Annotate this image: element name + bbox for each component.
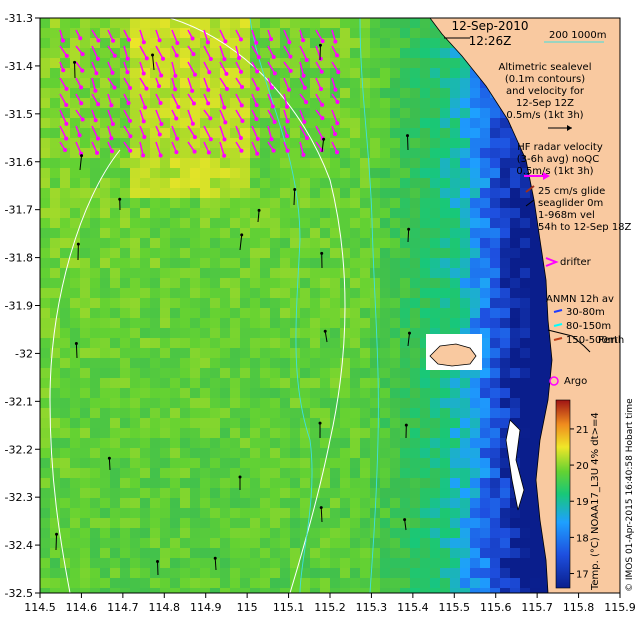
- colorbar-tick-label: 19: [576, 497, 589, 508]
- x-tick-label: 115.8: [563, 601, 595, 614]
- y-tick-label: -32.2: [5, 443, 33, 456]
- legend-alt-5: 0.5m/s (1kt 3h): [506, 110, 583, 121]
- legend-drifter: drifter: [545, 257, 592, 268]
- drifter-symbol: [545, 257, 559, 267]
- legend-anmn: ANMN 12h av 30-80m 80-150m 150-500m Pert…: [546, 294, 624, 346]
- city-label: Perth: [598, 335, 624, 346]
- y-tick-label: -31.9: [5, 300, 33, 313]
- y-tick-label: -31.4: [5, 60, 33, 73]
- plot-area: [40, 18, 620, 593]
- x-tick-label: 115.9: [604, 601, 636, 614]
- x-tick-label: 115.4: [397, 601, 429, 614]
- y-tick-label: -31.8: [5, 252, 33, 265]
- y-tick-label: -31.3: [5, 12, 33, 25]
- legend-hf-3: 0.5m/s (1kt 3h): [516, 166, 593, 177]
- colorbar-tick-label: 18: [576, 533, 589, 544]
- legend-alt-2: (0.1m contours): [505, 74, 585, 85]
- isobath-200m: [359, 18, 379, 593]
- legend-seaglider: 25 cm/s glide seaglider 0m 1-968m vel 54…: [525, 185, 632, 233]
- x-tick-label: 115.7: [521, 601, 553, 614]
- x-tick-label: 115.1: [273, 601, 305, 614]
- legend-hf-2: (3-6h avg) noQC: [517, 154, 600, 165]
- legend-hf-radar: HF radar velocity (3-6h avg) noQC 0.5m/s…: [516, 142, 603, 180]
- colorbar-tick-label: 17: [576, 570, 589, 581]
- x-tick-label: 114.8: [149, 601, 181, 614]
- colorbar-caption: Temp. (°C) NOAA17_L3U 4% dt>=4: [590, 412, 601, 591]
- legend-argo-label: Argo: [564, 376, 587, 387]
- colorbar: 17 18 19 20 21 Temp. (°C) NOAA17_L3U 4% dt>=…: [555, 399, 601, 591]
- y-axis: -31.3 -31.4 -31.5 -31.6 -31.7 -31.8 -31.9 -32 -3…: [5, 12, 40, 600]
- peel-inlet: [505, 419, 525, 511]
- y-tick-label: -31.6: [5, 156, 33, 169]
- x-tick-label: 114.5: [24, 601, 56, 614]
- legend-alt-3: and velocity for: [506, 86, 585, 97]
- y-tick-label: -32: [15, 347, 33, 360]
- legend-drifter-label: drifter: [560, 257, 592, 268]
- map-time: 12:26Z: [469, 34, 512, 48]
- colorbar-tick-label: 21: [576, 425, 589, 436]
- x-tick-label: 114.6: [66, 601, 98, 614]
- y-tick-label: -32.4: [5, 539, 33, 552]
- legend-sg-1: 25 cm/s glide: [538, 186, 605, 197]
- legend-alt-4: 12-Sep 12Z: [516, 98, 574, 109]
- x-axis: 114.5 114.6 114.7 114.8 114.9 115 115.1 115.2 11…: [24, 593, 636, 614]
- x-tick-label: 115.6: [480, 601, 512, 614]
- x-tick-label: 114.9: [190, 601, 222, 614]
- legend-anmn-title: ANMN 12h av: [546, 294, 614, 305]
- legend-altimetric: Altimetric sealevel (0.1m contours) and …: [499, 62, 592, 131]
- depth-label: 200 1000m: [549, 30, 606, 41]
- legend-alt-1: Altimetric sealevel: [499, 62, 592, 73]
- x-tick-label: 115: [237, 601, 258, 614]
- y-tick-label: -32.1: [5, 395, 33, 408]
- x-tick-label: 115.3: [356, 601, 388, 614]
- sealevel-contour-2: [49, 149, 121, 593]
- y-tick-label: -32.5: [5, 587, 33, 600]
- legend-anmn-1: 30-80m: [566, 307, 605, 318]
- colorbar-gradient: [555, 399, 571, 589]
- land-mass: [429, 18, 620, 593]
- sealevel-contour: [169, 18, 346, 593]
- y-tick-label: -31.7: [5, 204, 33, 217]
- x-tick-label: 115.2: [314, 601, 346, 614]
- x-tick-label: 114.7: [107, 601, 139, 614]
- colorbar-tick-label: 20: [576, 461, 589, 472]
- imos-credit: © IMOS 01-Apr-2015 16:40:58 Hobart time: [625, 398, 635, 592]
- legend-sg-2: seaglider 0m: [538, 198, 603, 209]
- river-estuary: [547, 329, 591, 353]
- map-date: 12-Sep-2010: [451, 19, 528, 33]
- x-tick-label: 115.5: [439, 601, 471, 614]
- legend-anmn-3: 150-500m: [566, 335, 618, 346]
- y-tick-label: -31.5: [5, 108, 33, 121]
- argo-symbol: [549, 376, 559, 386]
- y-tick-label: -32.3: [5, 491, 33, 504]
- legend-sg-4: 54h to 12-Sep 18Z: [538, 222, 632, 233]
- legend-hf-1: HF radar velocity: [517, 142, 603, 153]
- legend-argo: Argo: [549, 376, 587, 387]
- colorbar-ticks: 17 18 19 20 21: [570, 425, 589, 581]
- velocity-vectors: [55, 29, 411, 576]
- seaglider-glide-arrow: [525, 185, 535, 193]
- legend-anmn-2: 80-150m: [566, 321, 611, 332]
- rottnest-island: [429, 343, 477, 367]
- isobath-1000m: [249, 18, 313, 593]
- legend-sg-3: 1-968m vel: [538, 210, 595, 221]
